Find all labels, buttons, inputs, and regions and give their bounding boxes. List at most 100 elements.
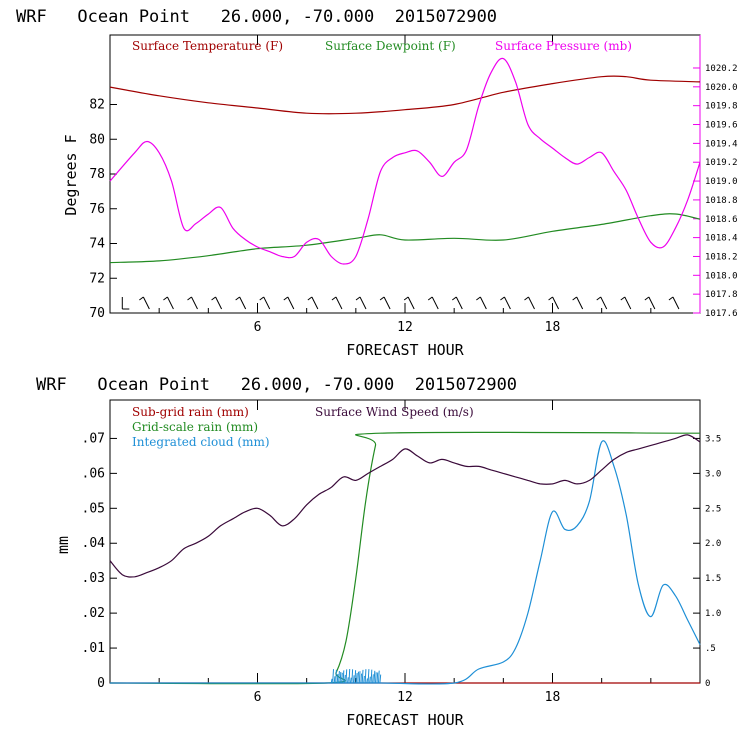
left-tick-label: 82 <box>89 98 105 113</box>
right-tick-label: 1019.4 <box>705 139 738 149</box>
wind-barb-flag <box>427 296 433 301</box>
left-tick-label: 72 <box>89 271 105 286</box>
legend-subgrid-rain: Sub-grid rain (mm) <box>132 405 249 419</box>
right-tick-label: 1018.8 <box>705 196 738 206</box>
wind-barb-flag <box>524 296 529 301</box>
wind-barb-flag <box>500 296 505 301</box>
panel2-left-ticks: 0 .01 .02 .03 .04 .05 .06 .07 <box>82 431 117 691</box>
panel2-title: WRF Ocean Point 26.000, -70.000 20150729… <box>36 375 517 395</box>
wind-barb <box>335 296 343 310</box>
panel1-right-ticks: 1017.6 1017.8 1018.0 1018.2 1018.4 1018.6 1018… <box>693 64 738 319</box>
wind-barb <box>215 296 223 310</box>
right-tick-label: 3.5 <box>705 434 721 444</box>
wind-barb <box>503 296 511 310</box>
x-tick-label: 18 <box>545 320 561 335</box>
wind-barb <box>479 296 487 310</box>
wind-barb <box>359 296 367 310</box>
right-tick-label: 3.0 <box>705 469 721 479</box>
legend-gridscale-rain: Grid-scale rain (mm) <box>132 420 258 434</box>
legend-surface-dewpoint: Surface Dewpoint (F) <box>325 39 456 53</box>
panel2-x-ticks: 6 12 18 <box>158 400 652 705</box>
wind-barb <box>263 296 271 310</box>
left-tick-label: .04 <box>82 536 106 551</box>
right-tick-label: 1020.0 <box>705 83 738 93</box>
right-tick-label: 1019.0 <box>705 177 738 187</box>
right-tick-label: 1.5 <box>705 574 721 584</box>
wind-barb-flag <box>235 296 240 301</box>
series-line-surface-temperature-f <box>109 75 701 115</box>
panel2-right-ticks: 0 .5 1.0 1.5 2.0 2.5 3.0 3.5 <box>693 434 721 689</box>
wind-barb-flag <box>331 296 337 301</box>
wind-barb-flag <box>259 296 265 301</box>
temperature-pressure-panel: WRF Ocean Point 26.000, -70.000 20150729… <box>16 7 738 359</box>
left-tick-label: .05 <box>82 501 105 516</box>
left-tick-label: 78 <box>89 167 105 182</box>
integrated-cloud-spikes <box>330 668 382 684</box>
wind-barb-flag <box>187 296 192 301</box>
panel1-x-axis-label: FORECAST HOUR <box>346 341 464 359</box>
left-tick-label: .07 <box>82 431 105 446</box>
legend-surface-temperature: Surface Temperature (F) <box>132 39 283 53</box>
right-tick-label: 1018.0 <box>705 271 738 281</box>
right-tick-label: 1018.6 <box>705 215 738 225</box>
wind-barb <box>528 296 535 310</box>
wind-barb <box>431 296 439 310</box>
wind-barb-flag <box>451 296 457 301</box>
left-tick-label: 70 <box>89 306 105 321</box>
wind-barb <box>166 296 174 310</box>
left-tick-label: 76 <box>89 202 105 217</box>
wind-barb-flag <box>379 296 385 301</box>
right-tick-label: 1018.4 <box>705 234 738 244</box>
right-tick-label: 1020.2 <box>705 64 738 74</box>
wind-barbs <box>121 296 680 310</box>
panel1-y-axis-label: Degrees F <box>62 134 80 215</box>
right-tick-label: 2.0 <box>705 539 721 549</box>
wind-barb-flag <box>355 296 361 301</box>
panel1-x-ticks: 6 12 18 <box>158 35 652 335</box>
wind-barb <box>142 296 150 310</box>
x-tick-label: 18 <box>545 690 561 705</box>
panel1-left-ticks: 70 72 74 76 78 80 82 <box>89 98 117 321</box>
panel1-title: WRF Ocean Point 26.000, -70.000 20150729… <box>16 7 497 27</box>
right-tick-label: .5 <box>705 644 716 654</box>
right-tick-label: 1017.6 <box>705 309 738 319</box>
wind-barb <box>383 296 391 310</box>
series-line-grid-scale-rain-mm <box>109 431 701 685</box>
right-tick-label: 1018.2 <box>705 252 738 262</box>
wind-barb-flag <box>620 296 626 301</box>
x-tick-label: 12 <box>397 320 413 335</box>
wind-barb-flag <box>596 296 602 301</box>
rain-wind-panel: WRF Ocean Point 26.000, -70.000 20150729… <box>36 375 721 729</box>
wind-barb <box>672 296 680 310</box>
wind-barb <box>455 296 463 310</box>
series-line-integrated-cloud-mm <box>109 440 701 685</box>
legend-surface-pressure: Surface Pressure (mb) <box>495 39 632 53</box>
left-tick-label: 80 <box>89 132 105 147</box>
left-tick-label: 74 <box>89 237 105 252</box>
x-tick-label: 12 <box>397 690 413 705</box>
left-tick-label: .06 <box>82 466 105 481</box>
wind-barb-flag <box>307 296 313 301</box>
wind-barb-flag <box>476 296 481 301</box>
wind-barb <box>239 296 247 310</box>
wind-barb <box>287 296 295 310</box>
right-tick-label: 1019.8 <box>705 102 738 112</box>
wind-barb <box>600 296 608 310</box>
right-tick-label: 0 <box>705 679 710 689</box>
wind-barb-flag <box>644 296 650 301</box>
right-tick-label: 2.5 <box>705 504 721 514</box>
left-tick-label: .01 <box>82 641 105 656</box>
right-tick-label: 1.0 <box>705 609 721 619</box>
wind-barb-flag <box>283 296 289 301</box>
wind-barb <box>624 296 632 310</box>
wind-barb-flag <box>163 296 168 301</box>
wind-barb-flag <box>139 296 144 301</box>
wind-barb-flag <box>403 296 409 301</box>
wind-barb <box>576 296 584 310</box>
wind-barb-flag <box>668 296 674 301</box>
left-tick-label: 0 <box>97 676 105 691</box>
wind-barb <box>648 296 656 310</box>
right-tick-label: 1019.6 <box>705 121 738 131</box>
panel1-series <box>109 57 701 265</box>
